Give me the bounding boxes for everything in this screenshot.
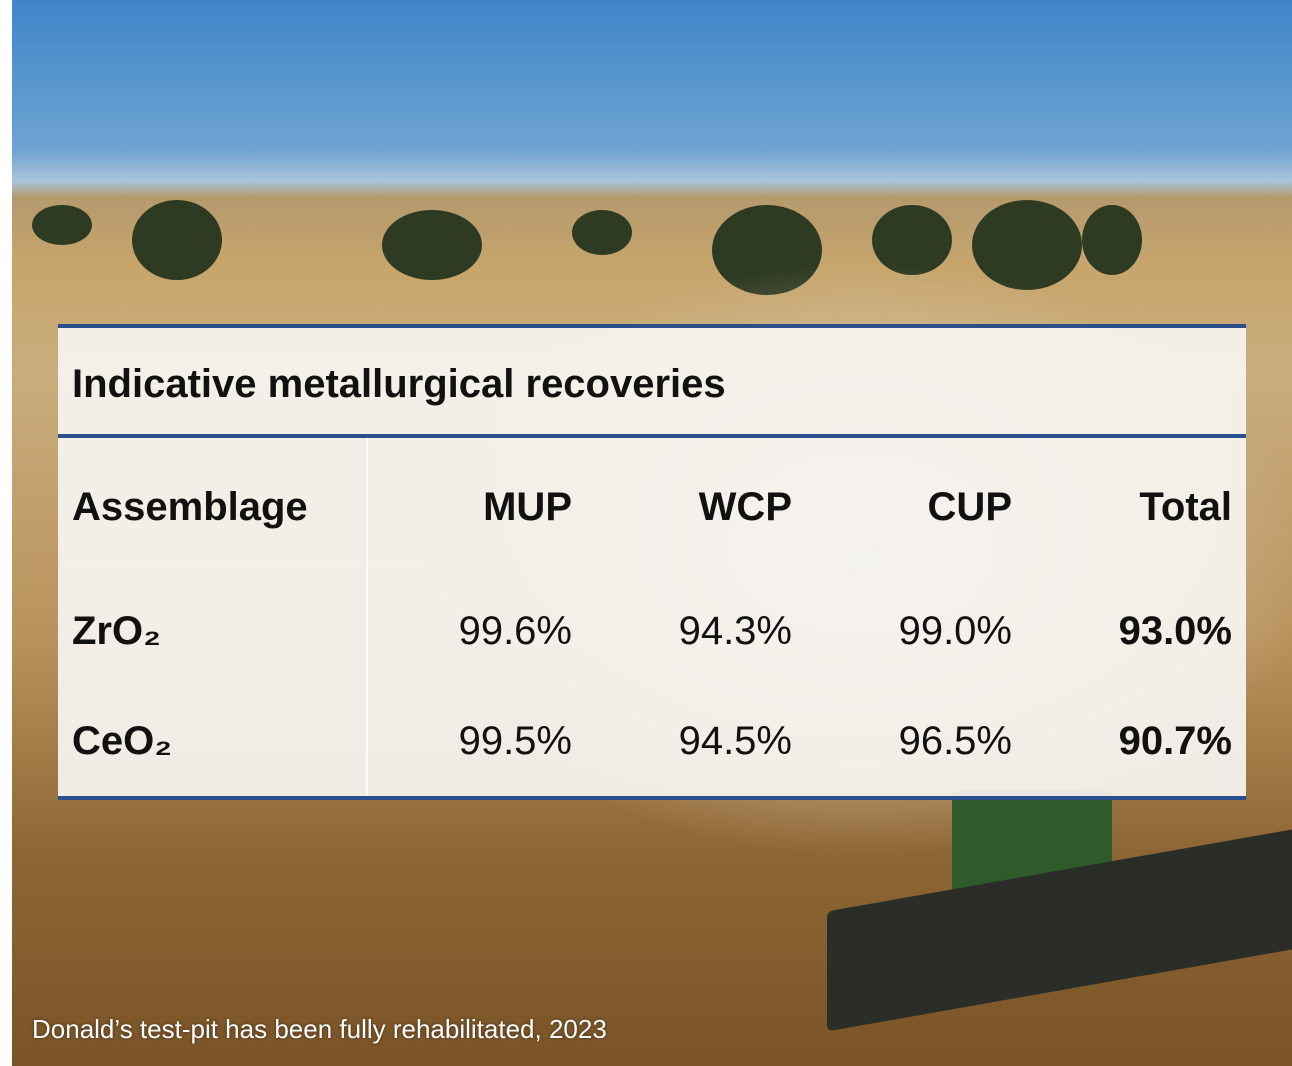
caption: Donald’s test-pit has been fully rehabil… bbox=[32, 1014, 607, 1045]
table-row: ZrO₂ 99.6% 94.3% 99.0% 93.0% bbox=[58, 576, 1246, 686]
table-row: CeO₂ 99.5% 94.5% 96.5% 90.7% bbox=[58, 686, 1246, 796]
header-cell: CUP bbox=[806, 438, 1026, 576]
header-row: Assemblage MUP WCP CUP Total bbox=[58, 438, 1246, 576]
tree bbox=[1082, 205, 1142, 275]
recoveries-table: Assemblage MUP WCP CUP Total ZrO₂ 99.6% … bbox=[58, 438, 1246, 796]
tree bbox=[382, 210, 482, 280]
cell: 99.0% bbox=[806, 576, 1026, 686]
tree bbox=[32, 205, 92, 245]
header-cell: Total bbox=[1026, 438, 1246, 576]
tree bbox=[572, 210, 632, 255]
header-cell: Assemblage bbox=[58, 438, 366, 576]
cell: 94.3% bbox=[586, 576, 806, 686]
cell: CeO₂ bbox=[58, 686, 366, 796]
cell: 90.7% bbox=[1026, 686, 1246, 796]
cell: 99.6% bbox=[366, 576, 586, 686]
cell: 93.0% bbox=[1026, 576, 1246, 686]
page: Indicative metallurgical recoveries Asse… bbox=[0, 0, 1292, 1066]
cell: 96.5% bbox=[806, 686, 1026, 796]
header-cell: MUP bbox=[366, 438, 586, 576]
cell: ZrO₂ bbox=[58, 576, 366, 686]
table-panel: Indicative metallurgical recoveries Asse… bbox=[58, 324, 1246, 800]
header-cell: WCP bbox=[586, 438, 806, 576]
table-title: Indicative metallurgical recoveries bbox=[72, 328, 726, 436]
cell: 94.5% bbox=[586, 686, 806, 796]
cell: 99.5% bbox=[366, 686, 586, 796]
tree bbox=[132, 200, 222, 280]
